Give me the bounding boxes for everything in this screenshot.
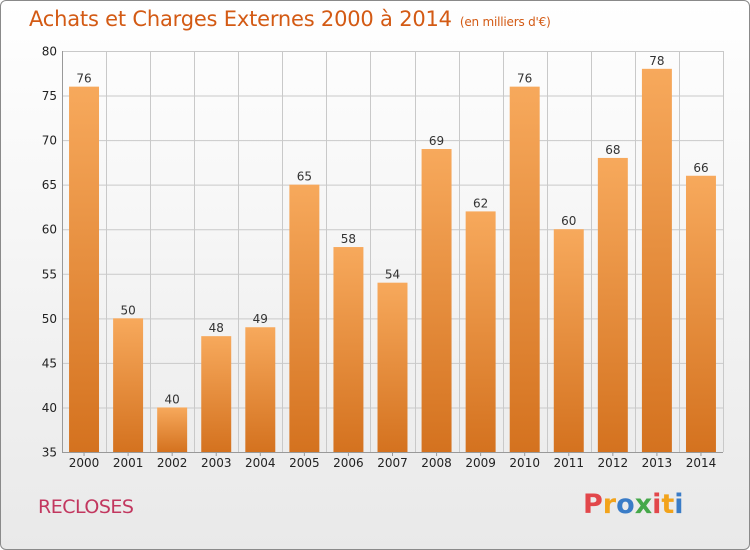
logo-letter: i [652,489,662,520]
value-label: 66 [693,161,708,175]
proxiti-logo[interactable]: Proxiti [583,489,684,520]
bar-2012 [597,157,628,452]
x-tick-label: 2006 [333,456,364,470]
y-tick-label: 35 [42,446,57,460]
value-label: 54 [385,268,400,282]
chart-title: Achats et Charges Externes 2000 à 2014 (e… [29,7,551,31]
logo-letter: i [674,489,684,520]
bar-2000 [69,86,100,453]
x-tick-label: 2009 [465,456,496,470]
x-tick-label: 2007 [377,456,408,470]
bar-2013 [641,68,672,453]
y-tick-label: 40 [42,401,57,415]
bar-2005 [289,184,320,452]
logo-letter: r [602,489,617,520]
value-label: 76 [76,72,91,86]
value-label: 62 [473,196,488,210]
value-label: 60 [561,214,576,228]
bar-2004 [245,327,276,452]
y-tick-label: 65 [42,178,57,192]
value-label: 65 [297,170,312,184]
bar-2010 [509,86,540,453]
y-tick-label: 60 [42,223,57,237]
y-tick-label: 80 [42,45,57,59]
y-tick-label: 55 [42,267,57,281]
axis-layer: 35 40 45 50 55 60 65 70 75 80 76 2000 50 2001 40 2002 48… [42,45,723,470]
logo-letter: o [616,489,635,520]
y-tick-label: 45 [42,356,57,370]
bar-2009 [465,211,496,452]
x-tick-label: 2010 [509,456,540,470]
bar-2006 [333,247,364,452]
y-tick-label: 50 [42,312,57,326]
bar-2011 [553,229,584,452]
x-tick-label: 2014 [686,456,717,470]
bar-2001 [113,318,144,452]
value-label: 50 [120,303,135,317]
x-tick-label: 2008 [421,456,452,470]
bar-2007 [377,282,408,452]
x-tick-label: 2005 [289,456,320,470]
value-label: 58 [341,232,356,246]
value-label: 78 [649,54,664,68]
x-tick-label: 2011 [553,456,584,470]
bar-layer [69,68,716,453]
x-tick-label: 2004 [245,456,276,470]
y-tick-label: 75 [42,89,57,103]
x-tick-label: 2002 [157,456,188,470]
value-label: 49 [253,312,268,326]
bar-2003 [201,336,232,452]
logo-letter: x [634,489,653,520]
x-tick-label: 2000 [69,456,100,470]
value-label: 76 [517,72,532,86]
commune-name: RECLOSES [38,496,134,518]
x-tick-label: 2003 [201,456,232,470]
logo-letter: P [583,489,603,520]
bar-2002 [157,407,188,452]
chart-unit: (en milliers d'€) [459,15,551,29]
logo-letter: t [661,489,675,520]
chart-title-text: Achats et Charges Externes 2000 à 2014 [29,7,452,31]
bar-2014 [685,175,716,452]
bar-2008 [421,149,452,452]
x-tick-label: 2012 [598,456,629,470]
value-label: 69 [429,134,444,148]
y-tick-label: 70 [42,134,57,148]
value-label: 40 [165,392,180,406]
value-label: 68 [605,143,620,157]
x-tick-label: 2013 [642,456,673,470]
value-label: 48 [209,321,224,335]
x-tick-label: 2001 [113,456,144,470]
